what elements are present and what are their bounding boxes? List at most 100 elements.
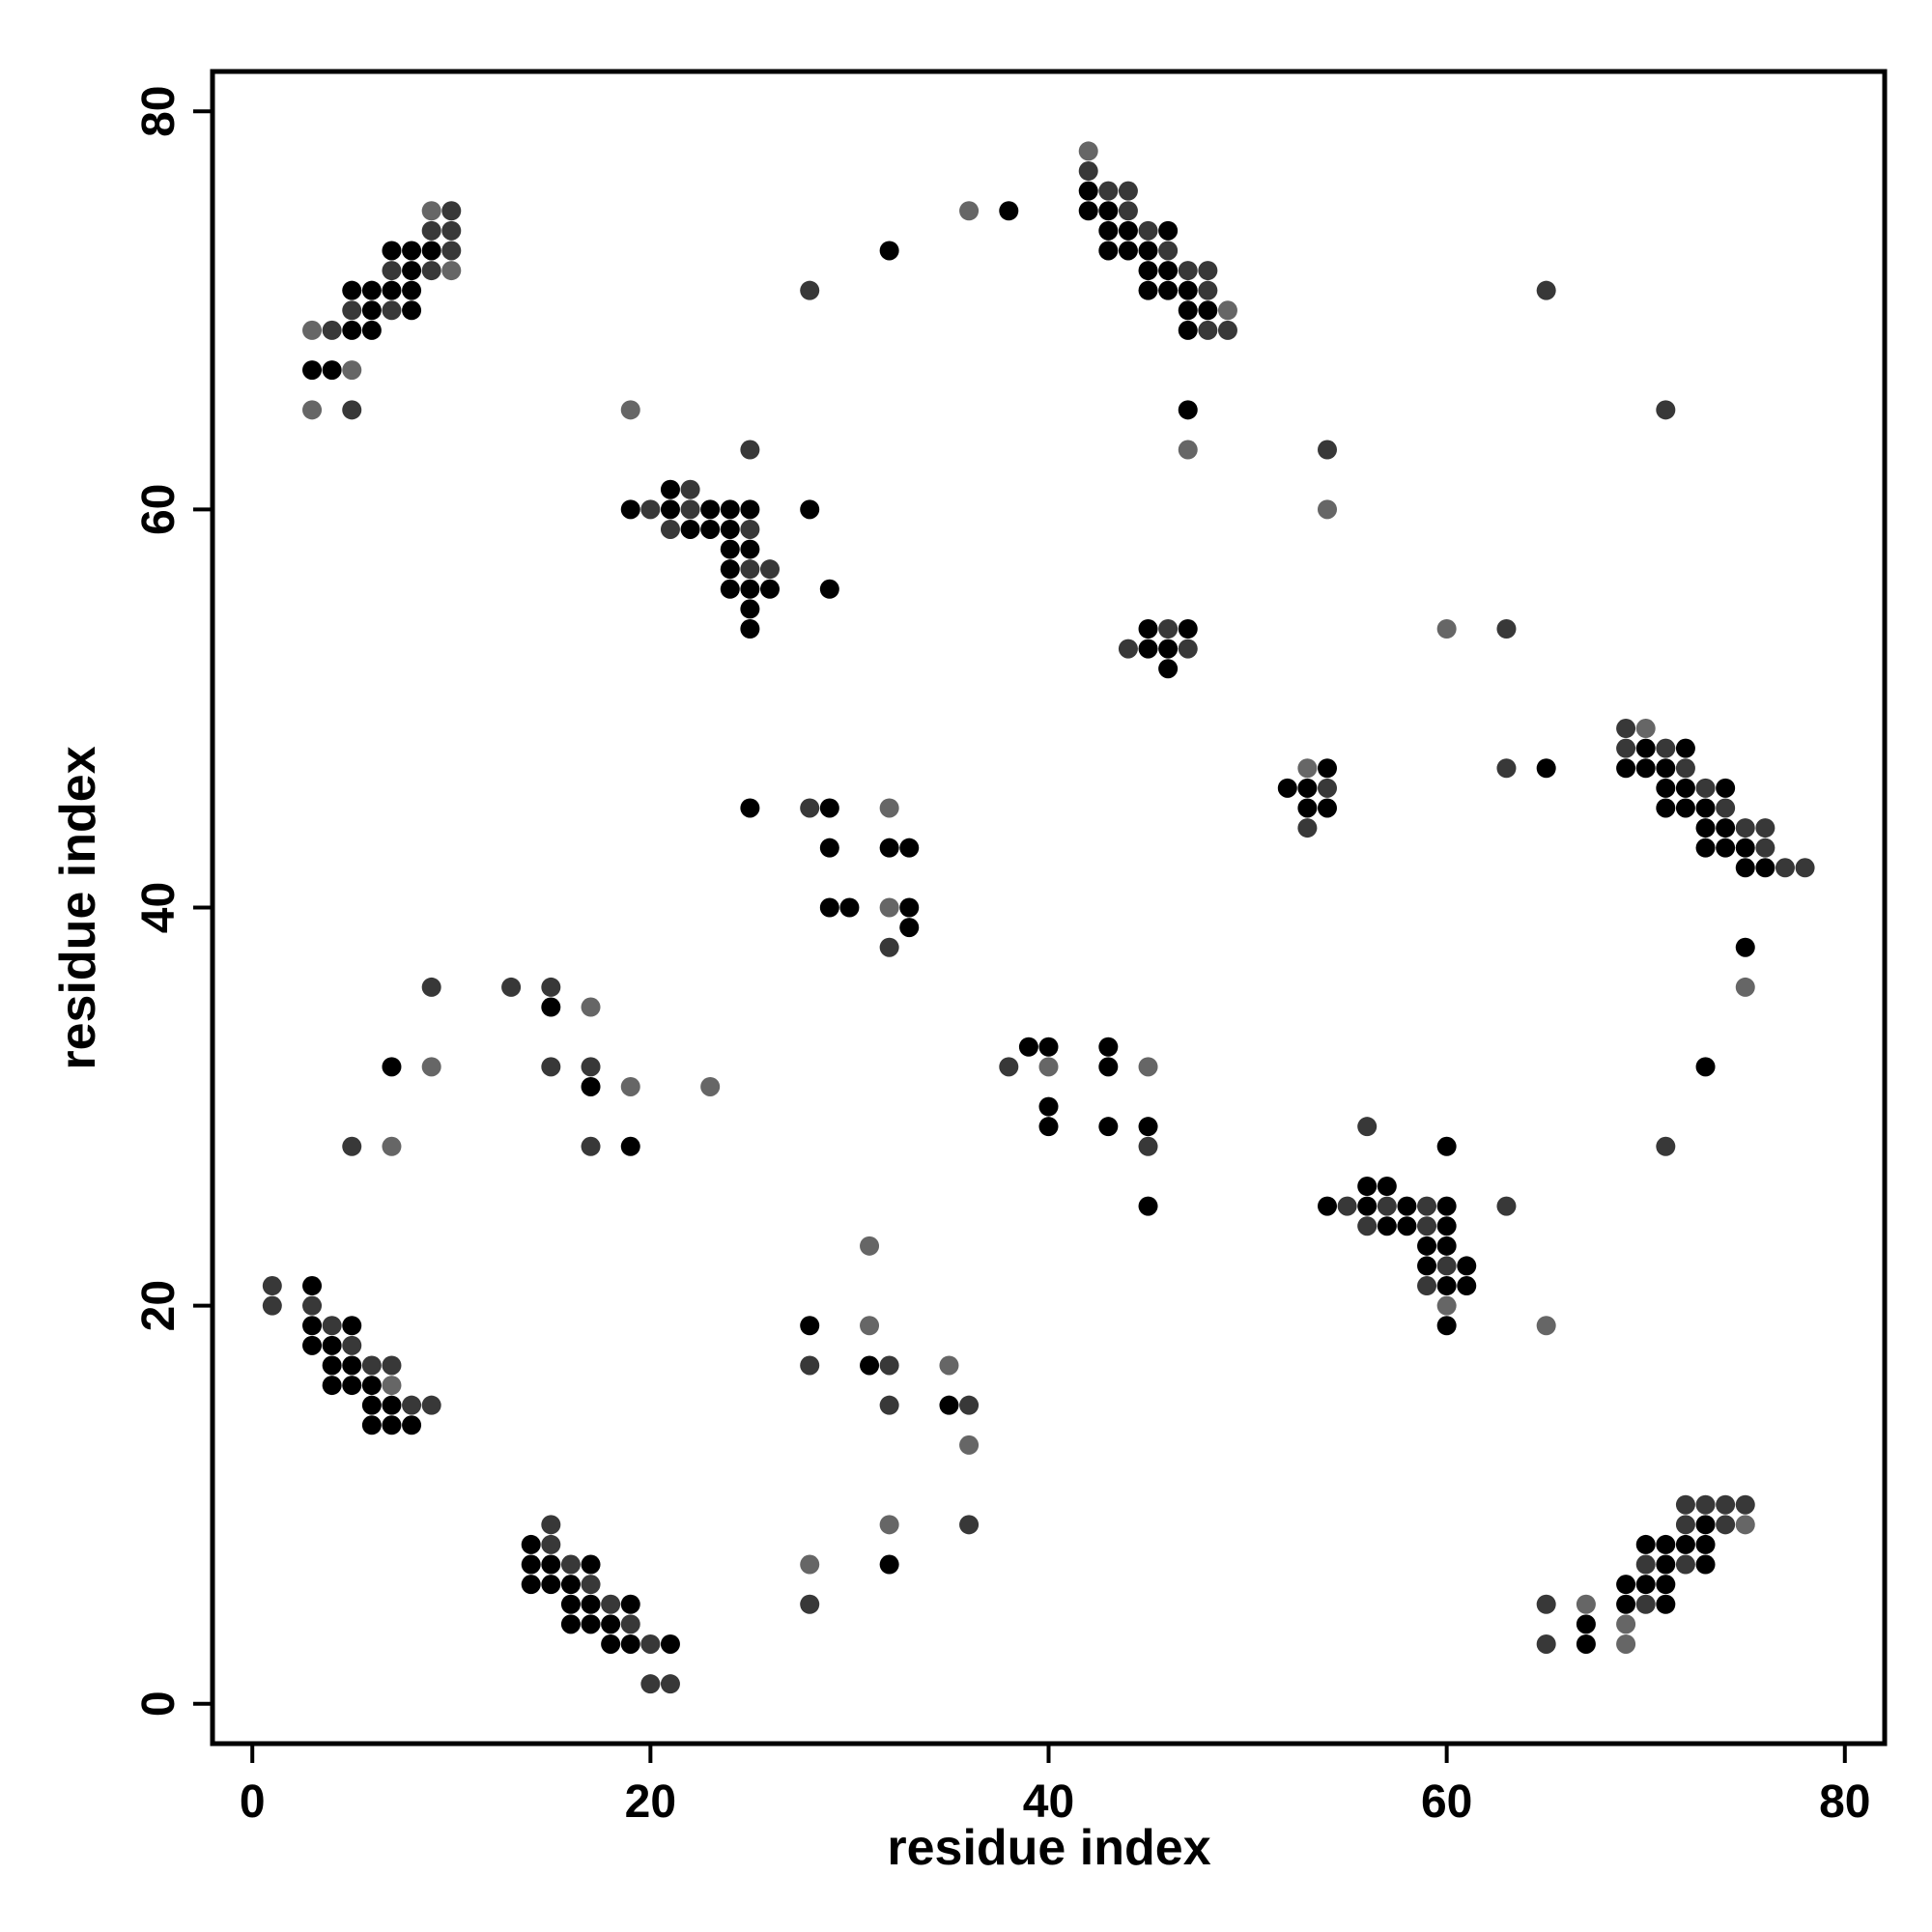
contact-point	[342, 1316, 362, 1336]
contact-point	[680, 479, 700, 499]
contact-point	[1357, 1196, 1378, 1216]
contact-point	[1318, 798, 1337, 818]
contact-point	[1118, 220, 1138, 241]
contact-point	[1098, 220, 1119, 241]
y-tick-label: 40	[133, 882, 185, 933]
contact-point	[1716, 778, 1736, 798]
contact-point	[262, 1276, 282, 1296]
contact-point	[740, 619, 760, 639]
contact-point	[560, 1614, 581, 1634]
contact-point	[1158, 220, 1179, 241]
contact-point	[620, 1614, 640, 1634]
contact-point	[581, 1614, 601, 1634]
contact-point	[322, 360, 342, 381]
contact-point	[1716, 838, 1736, 858]
contact-point	[800, 1355, 820, 1376]
contact-point	[541, 977, 561, 997]
contact-point	[1198, 261, 1218, 281]
contact-point	[302, 1316, 323, 1336]
contact-point	[1138, 280, 1158, 300]
contact-point	[421, 241, 441, 261]
contact-point	[819, 579, 839, 599]
contact-point	[322, 1316, 342, 1336]
contact-point	[1616, 738, 1636, 758]
contact-point	[541, 1534, 561, 1554]
contact-point	[1496, 758, 1517, 779]
contact-point	[560, 1575, 581, 1595]
contact-point	[322, 320, 342, 340]
contact-point	[601, 1634, 621, 1654]
contact-point	[1616, 1634, 1636, 1654]
contact-point	[361, 1415, 382, 1435]
contact-point	[999, 1057, 1019, 1077]
contact-point	[1695, 1534, 1716, 1554]
contact-point	[1217, 300, 1237, 321]
contact-point	[1297, 798, 1318, 818]
y-tick-label: 60	[133, 484, 185, 535]
contact-point	[1158, 659, 1179, 679]
contact-point	[1436, 1295, 1457, 1316]
contact-point	[700, 1076, 721, 1096]
contact-point	[361, 1355, 382, 1376]
contact-point	[879, 937, 899, 957]
contact-point	[342, 360, 362, 381]
contact-point	[361, 280, 382, 300]
contact-point	[640, 499, 661, 520]
contact-point	[1695, 838, 1716, 858]
contact-point	[819, 897, 839, 918]
contact-point	[322, 1376, 342, 1396]
contact-point	[1318, 499, 1337, 520]
contact-point	[501, 977, 522, 997]
contact-point	[1576, 1614, 1596, 1634]
contact-point	[800, 1554, 820, 1575]
contact-point	[382, 241, 402, 261]
contact-point	[879, 241, 899, 261]
contact-point	[700, 499, 721, 520]
contact-point	[1755, 818, 1776, 838]
contact-point	[620, 1594, 640, 1614]
contact-point	[402, 241, 422, 261]
contact-point	[1138, 1057, 1158, 1077]
contact-point	[620, 1076, 640, 1096]
contact-point	[1656, 798, 1676, 818]
contact-point	[1138, 261, 1158, 281]
y-tick-label: 0	[133, 1690, 185, 1717]
contact-point	[1656, 738, 1676, 758]
contact-point	[1038, 1117, 1059, 1137]
contact-point	[1178, 400, 1198, 420]
contact-point	[1377, 1196, 1397, 1216]
contact-point	[1158, 261, 1179, 281]
contact-point	[402, 261, 422, 281]
contact-point	[1775, 858, 1795, 878]
contact-point	[620, 1634, 640, 1654]
contact-point	[1318, 440, 1337, 460]
contact-point	[382, 1395, 402, 1415]
contact-point	[1297, 758, 1318, 779]
contact-point	[302, 1295, 323, 1316]
contact-point	[1198, 300, 1218, 321]
contact-point	[1277, 778, 1297, 798]
contact-point	[1496, 1196, 1517, 1216]
contact-point	[1158, 619, 1179, 639]
contact-point	[939, 1395, 959, 1415]
contact-point	[342, 400, 362, 420]
contact-point	[660, 1634, 680, 1654]
contact-point	[1735, 818, 1755, 838]
contact-point	[382, 300, 402, 321]
contact-point	[1695, 798, 1716, 818]
contact-point	[1436, 1216, 1457, 1236]
contact-point	[1735, 1494, 1755, 1515]
contact-point	[1318, 758, 1337, 779]
contact-point	[1357, 1216, 1378, 1236]
contact-point	[1436, 1236, 1457, 1256]
contact-point	[660, 499, 680, 520]
contact-point	[581, 1594, 601, 1614]
contact-point	[1018, 1037, 1038, 1057]
contact-point	[441, 201, 462, 221]
contact-point	[819, 798, 839, 818]
contact-point	[1178, 440, 1198, 460]
contact-point	[740, 519, 760, 539]
contact-point	[1695, 1057, 1716, 1077]
contact-point	[760, 579, 780, 599]
